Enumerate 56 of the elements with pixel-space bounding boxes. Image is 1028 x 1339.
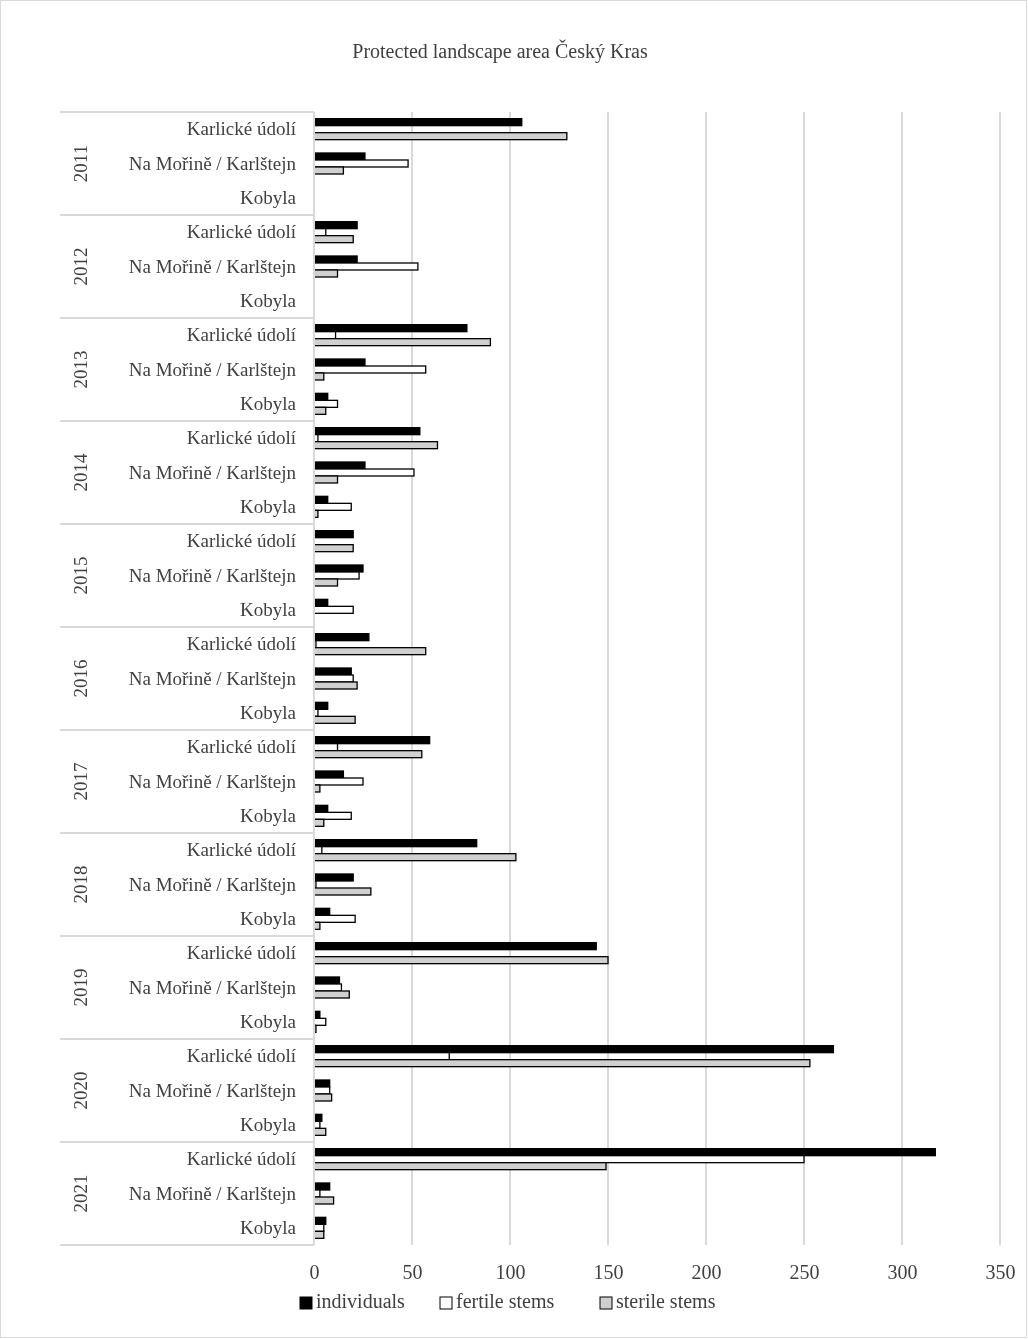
text: 2011 xyxy=(70,144,92,183)
text: 2019 xyxy=(70,968,92,1007)
y-tick-label: Kobyla xyxy=(240,1113,297,1135)
x-tick-label: 200 xyxy=(691,1261,722,1284)
x-tick-label: 300 xyxy=(887,1261,918,1284)
text: 2021 xyxy=(70,1174,92,1213)
y-tick-label: Kobyla xyxy=(240,1216,297,1238)
y-tick-label: Kobyla xyxy=(240,804,297,826)
y-tick-label: Karlické údolí xyxy=(186,839,297,861)
text: 2017 xyxy=(70,762,92,801)
y-tick-label: Kobyla xyxy=(240,289,297,311)
legend-label: sterile stems xyxy=(616,1290,716,1312)
y-tick-label: Karlické údolí xyxy=(186,633,297,655)
x-tick-label: 350 xyxy=(985,1261,1016,1284)
x-tick-label: 150 xyxy=(593,1261,624,1284)
y-tick-label: Na Mořině / Karlštejn xyxy=(128,152,297,174)
y-tick-label: Kobyla xyxy=(240,392,297,414)
y-tick-label: Kobyla xyxy=(240,701,297,723)
text: 2016 xyxy=(70,659,92,698)
text: 2012 xyxy=(70,247,92,286)
text: 2013 xyxy=(70,350,92,389)
y-tick-label: Na Mořině / Karlštejn xyxy=(128,976,297,998)
x-tick-label: 100 xyxy=(495,1261,526,1284)
text: 2020 xyxy=(70,1071,92,1110)
y-tick-label: Karlické údolí xyxy=(186,427,297,449)
y-tick-label: Na Mořině / Karlštejn xyxy=(128,667,297,689)
y-tick-label: Kobyla xyxy=(240,495,297,517)
y-tick-label: Karlické údolí xyxy=(186,1045,297,1067)
y-tick-label: Na Mořině / Karlštejn xyxy=(128,770,297,792)
y-tick-label: Kobyla xyxy=(240,907,297,929)
x-tick-label: 0 xyxy=(309,1261,320,1284)
text: 2014 xyxy=(70,453,92,492)
y-tick-label: Na Mořině / Karlštejn xyxy=(128,873,297,895)
legend-label: individuals xyxy=(316,1290,406,1312)
y-tick-label: Karlické údolí xyxy=(186,118,297,140)
y-tick-label: Na Mořině / Karlštejn xyxy=(128,358,297,380)
chart-title: Protected landscape area Český Kras xyxy=(352,39,648,63)
y-tick-label: Karlické údolí xyxy=(186,1148,297,1170)
x-tick-label: 250 xyxy=(789,1261,820,1284)
text: 2018 xyxy=(70,865,92,904)
y-tick-label: Na Mořině / Karlštejn xyxy=(128,461,297,483)
y-tick-label: Kobyla xyxy=(240,598,297,620)
x-tick-label: 50 xyxy=(402,1261,423,1284)
y-tick-label: Karlické údolí xyxy=(186,736,297,758)
y-tick-label: Na Mořině / Karlštejn xyxy=(128,1182,297,1204)
y-tick-label: Na Mořině / Karlštejn xyxy=(128,1079,297,1101)
y-tick-label: Karlické údolí xyxy=(186,324,297,346)
y-tick-label: Kobyla xyxy=(240,186,297,208)
y-tick-label: Na Mořině / Karlštejn xyxy=(128,255,297,277)
text: 2015 xyxy=(70,556,92,595)
y-tick-label: Karlické údolí xyxy=(186,530,297,552)
y-tick-label: Karlické údolí xyxy=(186,942,297,964)
legend-label: fertile stems xyxy=(456,1290,555,1312)
y-tick-label: Kobyla xyxy=(240,1010,297,1032)
y-tick-label: Na Mořině / Karlštejn xyxy=(128,564,297,586)
y-tick-label: Karlické údolí xyxy=(186,221,297,243)
